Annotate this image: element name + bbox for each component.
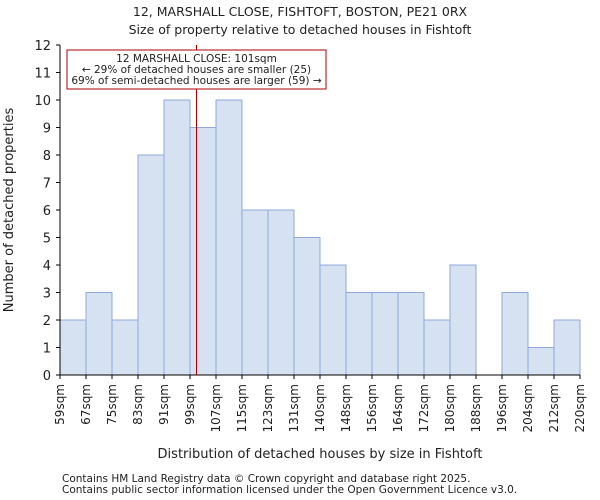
x-tick-label: 91sqm bbox=[157, 384, 171, 425]
y-tick-label: 5 bbox=[43, 232, 51, 247]
histogram-bar bbox=[397, 292, 425, 376]
y-tick-label: 11 bbox=[34, 67, 51, 82]
x-tick-label: 156sqm bbox=[365, 384, 379, 432]
x-tick-label: 123sqm bbox=[261, 384, 275, 432]
chart-title-line2: Size of property relative to detached ho… bbox=[128, 22, 472, 37]
x-tick-label: 99sqm bbox=[183, 384, 197, 425]
x-tick-label: 115sqm bbox=[235, 384, 249, 432]
x-tick-label: 83sqm bbox=[131, 384, 145, 425]
x-tick-label: 212sqm bbox=[547, 384, 561, 432]
annotation-line1: 12 MARSHALL CLOSE: 101sqm bbox=[116, 53, 277, 65]
histogram-bar bbox=[527, 347, 555, 376]
histogram-bar bbox=[501, 292, 529, 376]
histogram-bar bbox=[137, 154, 165, 376]
x-tick-label: 172sqm bbox=[417, 384, 431, 432]
x-tick-label: 140sqm bbox=[313, 384, 327, 432]
histogram-bar bbox=[293, 237, 321, 376]
y-tick-label: 3 bbox=[43, 287, 51, 302]
histogram-bar bbox=[215, 99, 243, 376]
x-tick-label: 67sqm bbox=[79, 384, 93, 425]
x-tick-label: 188sqm bbox=[469, 384, 483, 432]
y-tick-label: 6 bbox=[43, 204, 51, 219]
annotation-line3: 69% of semi-detached houses are larger (… bbox=[71, 75, 322, 87]
histogram-bar bbox=[267, 209, 295, 376]
x-tick-label: 131sqm bbox=[287, 384, 301, 432]
histogram-bar bbox=[111, 319, 139, 376]
histogram-bar bbox=[241, 209, 269, 376]
x-tick-label: 180sqm bbox=[443, 384, 457, 432]
histogram-bar bbox=[345, 292, 373, 376]
y-axis-title: Number of detached properties bbox=[2, 108, 17, 313]
histogram-bar bbox=[553, 319, 581, 376]
y-tick-label: 9 bbox=[43, 122, 51, 137]
y-tick-label: 1 bbox=[43, 342, 51, 357]
x-tick-label: 75sqm bbox=[105, 384, 119, 425]
footer-copyright: Contains HM Land Registry data © Crown c… bbox=[62, 473, 471, 485]
x-tick-label: 220sqm bbox=[573, 384, 587, 432]
histogram-bar bbox=[371, 292, 399, 376]
histogram-bar bbox=[163, 99, 191, 376]
histogram-bar bbox=[423, 319, 451, 376]
histogram-bar bbox=[449, 264, 477, 376]
histogram-bar bbox=[85, 292, 113, 376]
y-tick-label: 10 bbox=[34, 94, 51, 109]
x-tick-label: 107sqm bbox=[209, 384, 223, 432]
footer-licence: Contains public sector information licen… bbox=[62, 484, 518, 496]
histogram-bar bbox=[189, 127, 217, 376]
histogram-bar bbox=[59, 319, 87, 376]
y-tick-label: 2 bbox=[43, 314, 51, 329]
annotation-line2: ← 29% of detached houses are smaller (25… bbox=[82, 64, 311, 76]
y-tick-label: 12 bbox=[34, 39, 51, 54]
x-tick-label: 148sqm bbox=[339, 384, 353, 432]
x-tick-label: 196sqm bbox=[495, 384, 509, 432]
x-tick-label: 164sqm bbox=[391, 384, 405, 432]
y-tick-label: 7 bbox=[43, 177, 51, 192]
annotation-box bbox=[66, 49, 327, 90]
x-axis-title: Distribution of detached houses by size … bbox=[158, 447, 483, 462]
y-tick-label: 8 bbox=[43, 149, 51, 164]
x-tick-label: 204sqm bbox=[521, 384, 535, 432]
y-tick-label: 0 bbox=[43, 369, 51, 384]
x-tick-label: 59sqm bbox=[53, 384, 67, 425]
chart-title-line1: 12, MARSHALL CLOSE, FISHTOFT, BOSTON, PE… bbox=[132, 4, 468, 19]
histogram-bar bbox=[319, 264, 347, 376]
y-tick-label: 4 bbox=[43, 259, 51, 274]
